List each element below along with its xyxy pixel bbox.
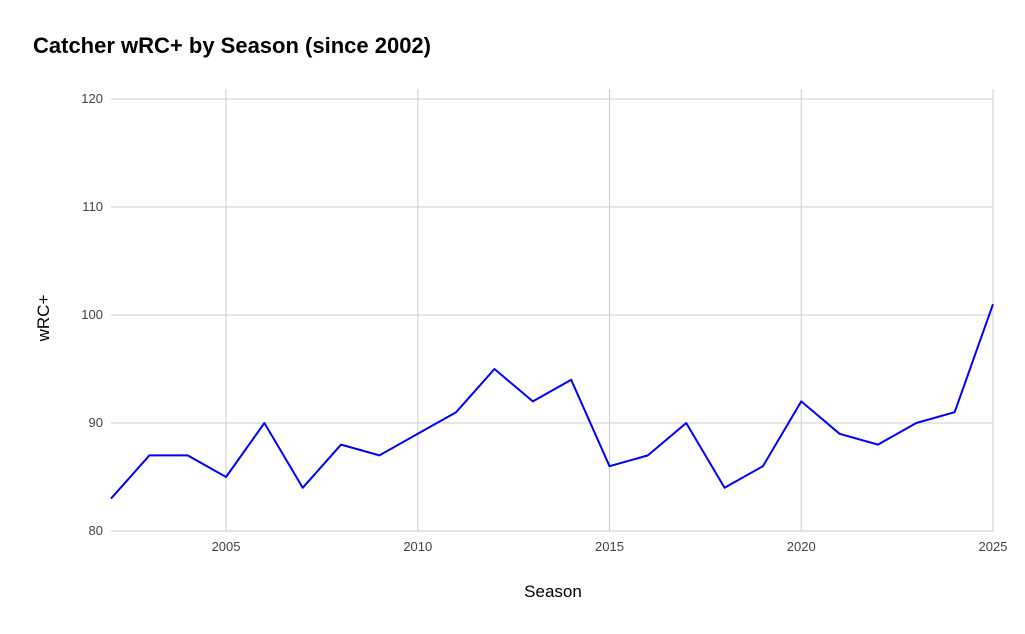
x-tick-label: 2020	[787, 539, 816, 554]
x-tick-label: 2005	[212, 539, 241, 554]
y-tick-label: 80	[89, 523, 103, 538]
y-gridlines	[111, 98, 993, 532]
series-group	[110, 303, 994, 500]
y-tick-label: 120	[81, 91, 103, 106]
x-axis-title: Season	[524, 582, 582, 601]
x-gridlines	[225, 89, 994, 531]
x-tick-label: 2010	[403, 539, 432, 554]
series-line	[110, 303, 994, 500]
y-tick-label: 90	[89, 415, 103, 430]
y-tick-labels: 80 90 100 110 120	[81, 91, 103, 538]
chart-title: Catcher wRC+ by Season (since 2002)	[33, 33, 431, 58]
x-tick-label: 2025	[979, 539, 1008, 554]
x-tick-labels: 2005 2010 2015 2020 2025	[212, 539, 1008, 554]
y-tick-label: 100	[81, 307, 103, 322]
x-tick-label: 2015	[595, 539, 624, 554]
y-axis-title: wRC+	[34, 294, 53, 342]
y-tick-label: 110	[82, 199, 103, 214]
